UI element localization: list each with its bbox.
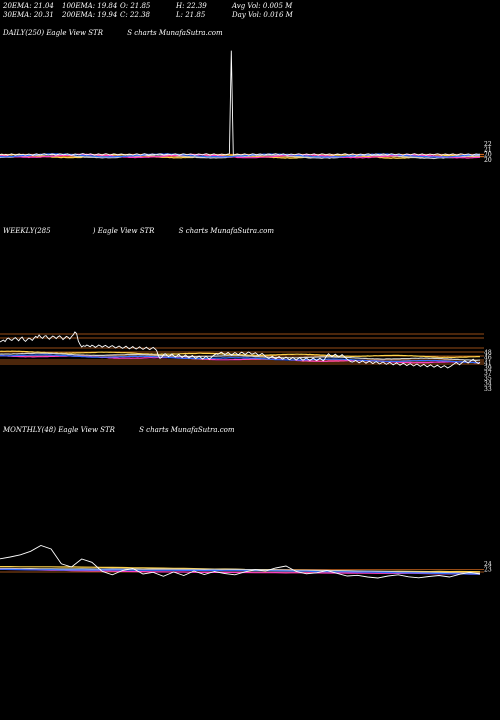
stats-row-2: 30EMA: 20.31 200EMA: 19.94 C: 22.38 L: 21.8… xyxy=(3,11,293,20)
monthly-right-label-1: 23 xyxy=(484,566,492,573)
weekly-right-label-6: 34 xyxy=(484,381,492,388)
daily-right-label-0: 22 xyxy=(484,141,492,148)
weekly-symbol: STR xyxy=(139,227,155,235)
weekly-right-label-4: 37 xyxy=(484,370,492,377)
daily-eagle: Eagle xyxy=(46,29,67,37)
weekly-view: View xyxy=(120,227,138,235)
daily-period: DAILY(250) xyxy=(3,29,45,37)
weekly-eagle: ) Eagle xyxy=(92,227,118,235)
monthly-site: S charts MunafaSutra.com xyxy=(139,426,235,434)
weekly-right-label-3: 39 xyxy=(484,365,492,372)
monthly-price-line xyxy=(0,545,481,579)
weekly-price-line xyxy=(0,331,481,369)
weekly-right-label-5: 35 xyxy=(484,375,492,382)
avg-vol-stat: Avg Vol: 0.005 M xyxy=(232,2,293,10)
weekly-site: S charts MunafaSutra.com xyxy=(178,227,275,235)
daily-symbol: STR xyxy=(88,29,103,37)
monthly-view: View xyxy=(80,426,98,434)
weekly-period: WEEKLY(285 xyxy=(3,227,51,235)
ema200-stat: 200EMA: 19.94 xyxy=(62,11,118,19)
monthly-ema20-line xyxy=(0,568,481,575)
ema100-stat: 100EMA: 19.84 xyxy=(62,2,118,10)
daily-view: View xyxy=(68,29,87,37)
stats-header: 20EMA: 21.04 100EMA: 19.84 O: 21.85 H: 22.3… xyxy=(3,2,293,20)
daily-right-label-2: 20 xyxy=(484,152,492,159)
daily-right-label-3: 20 xyxy=(484,157,492,164)
daily-site: S charts MunafaSutra.com xyxy=(127,29,223,37)
monthly-panel-label: MONTHLY(48) Eagle View STR S charts Muna… xyxy=(3,426,235,434)
daily-panel-label: DAILY(250) Eagle View STR S charts Munaf… xyxy=(3,29,223,37)
daily-ema20-line xyxy=(0,153,481,158)
high-stat: H: 22.39 xyxy=(176,2,207,10)
daily-right-label-1: 21 xyxy=(484,146,492,153)
monthly-right-label-0: 24 xyxy=(484,561,492,568)
monthly-period: MONTHLY(48) xyxy=(3,426,56,434)
weekly-ema200-line xyxy=(0,350,481,359)
daily-ema100-line xyxy=(0,153,481,160)
ema20-stat: 20EMA: 21.04 xyxy=(3,2,54,10)
day-vol-stat: Day Vol: 0.016 M xyxy=(232,11,293,19)
low-stat: L: 21.85 xyxy=(176,11,206,19)
weekly-right-label-7: 33 xyxy=(484,386,492,393)
monthly-eagle: Eagle xyxy=(58,426,79,434)
stats-row-1: 20EMA: 21.04 100EMA: 19.84 O: 21.85 H: 22.3… xyxy=(3,2,293,11)
close-stat: C: 22.38 xyxy=(120,11,150,19)
monthly-ema100-line xyxy=(0,567,481,574)
weekly-ema100-line xyxy=(0,352,481,362)
ema30-stat: 30EMA: 20.31 xyxy=(3,11,54,19)
weekly-ema20-line xyxy=(0,354,481,364)
open-stat: O: 21.85 xyxy=(120,2,151,10)
daily-price-line xyxy=(0,50,481,156)
weekly-right-label-1: 46 xyxy=(484,355,492,362)
monthly-symbol: STR xyxy=(100,426,115,434)
weekly-right-label-0: 48 xyxy=(484,349,492,356)
weekly-right-label-2: 41 xyxy=(484,360,492,367)
weekly-panel-label: WEEKLY(285 ) Eagle View STR S charts Mun… xyxy=(3,227,274,235)
